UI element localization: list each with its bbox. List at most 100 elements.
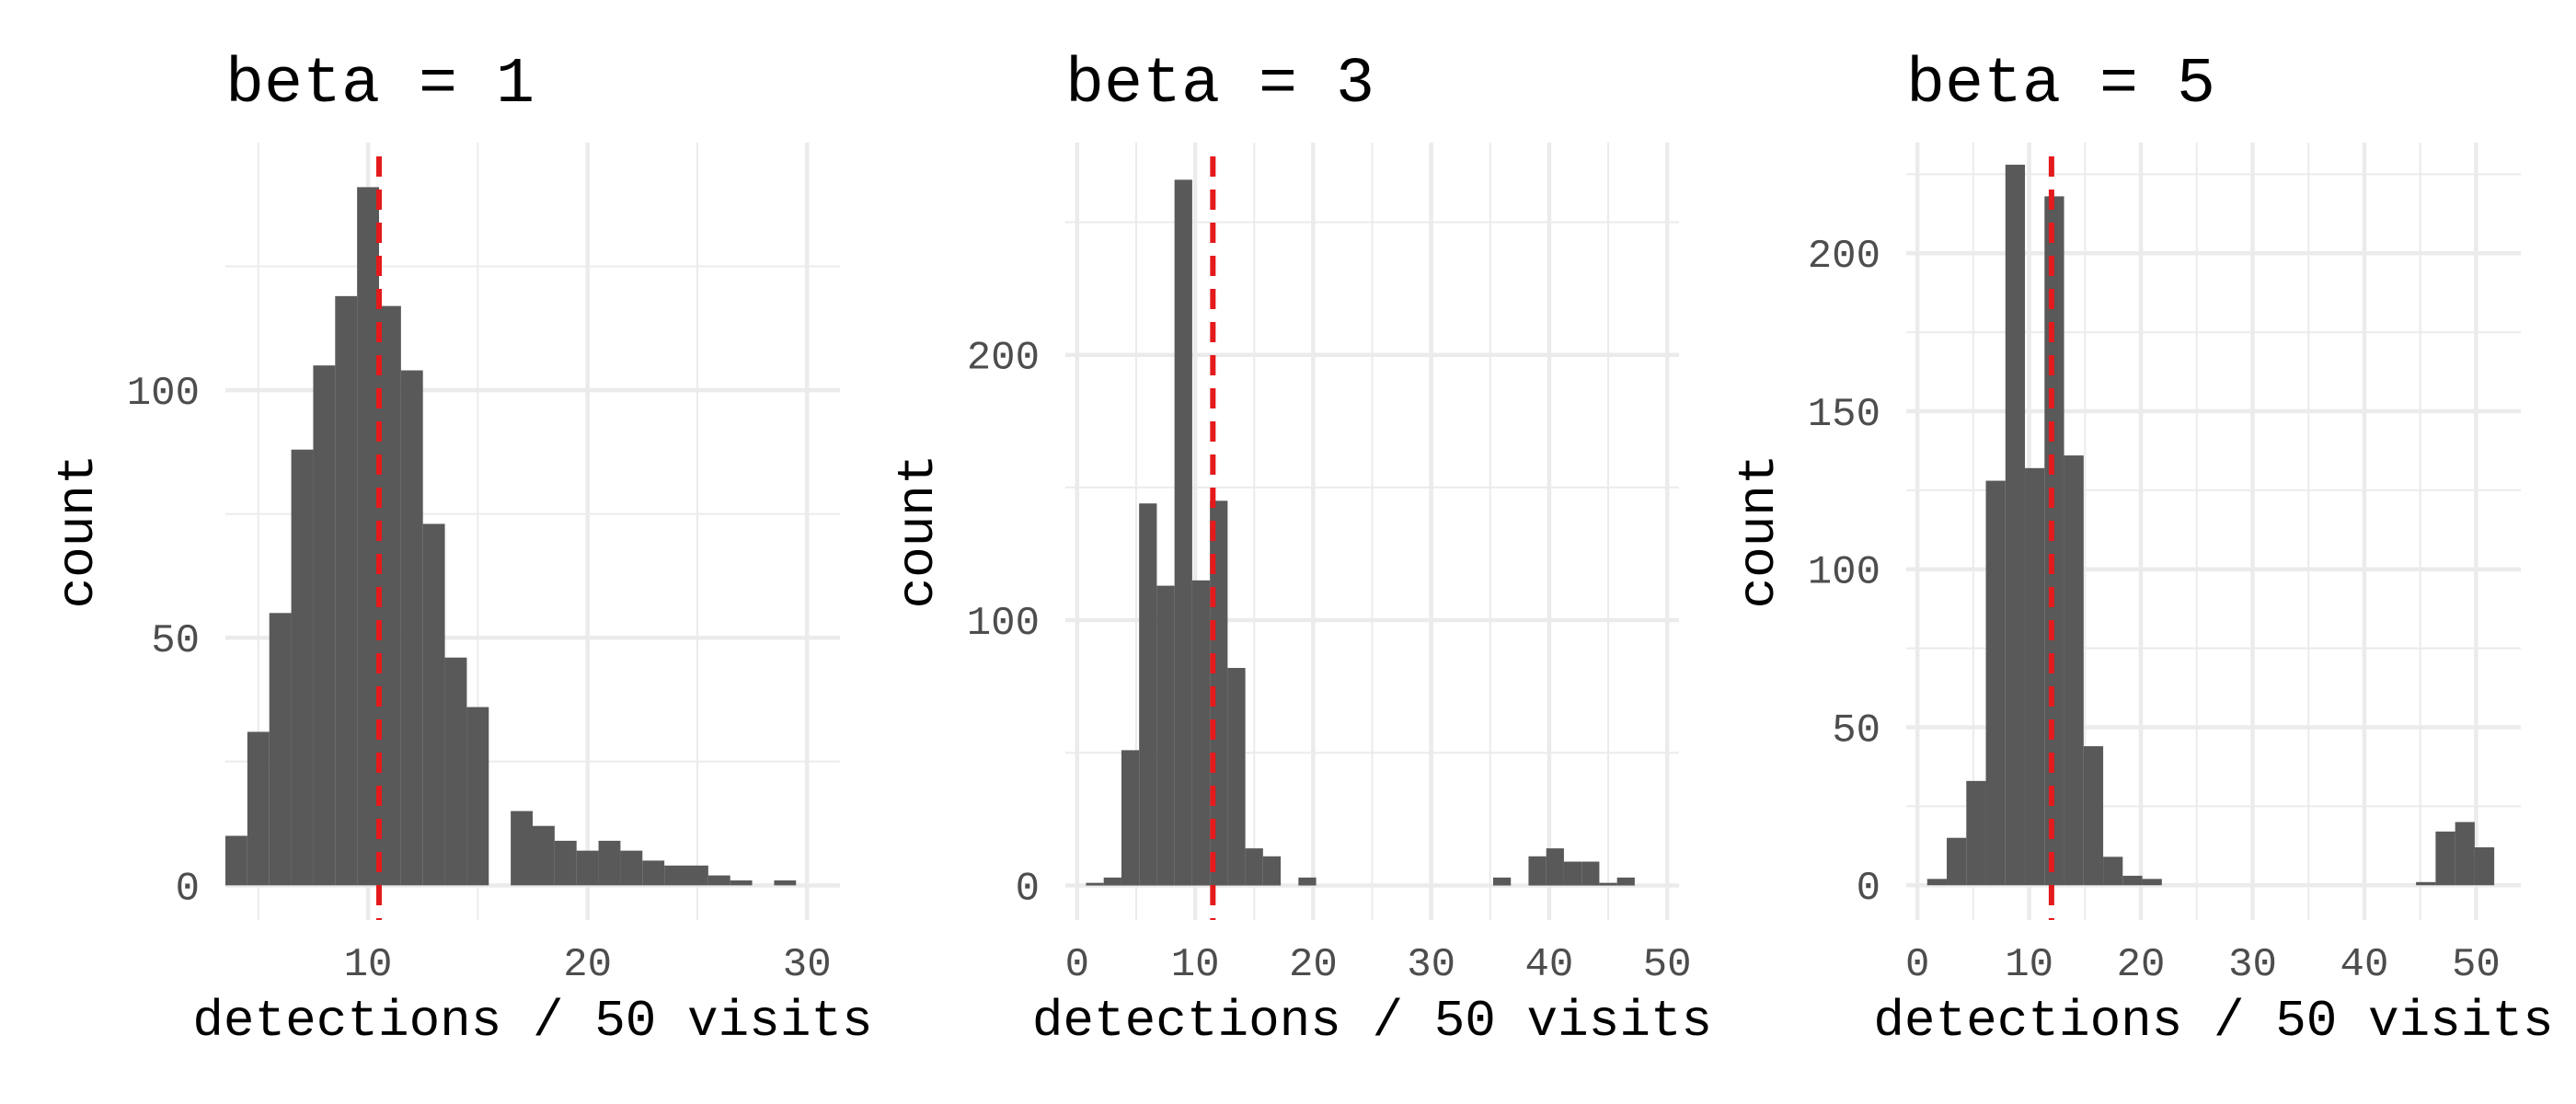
histogram-bar	[1599, 882, 1617, 886]
histogram-bar	[511, 811, 533, 886]
histogram-bar	[291, 449, 314, 886]
histogram-bar	[707, 875, 730, 886]
histogram-bar	[1191, 580, 1211, 886]
y-tick-label: 0	[176, 866, 200, 912]
x-tick-label: 40	[1524, 942, 1573, 988]
histogram-bar	[2435, 831, 2455, 886]
histogram-bar	[1245, 848, 1263, 886]
y-tick-label: 0	[1016, 867, 1040, 913]
panel-beta-3: beta = 3 count detections / 50 visits 0 1…	[889, 49, 1712, 1051]
histogram-bar	[576, 850, 599, 886]
histogram-bar	[686, 865, 708, 886]
histogram-bar	[1492, 877, 1512, 886]
y-tick-label: 50	[1832, 707, 1880, 753]
panel-title: beta = 5	[1906, 49, 2215, 121]
histogram-bar	[1926, 879, 1948, 886]
x-tick-label: 20	[563, 942, 612, 988]
histogram-bar	[1616, 877, 1635, 886]
histogram-bar	[1174, 179, 1192, 886]
x-tick-label: 50	[2452, 942, 2501, 988]
histogram-bar	[1966, 780, 1986, 886]
histogram-bar	[2083, 746, 2104, 886]
histogram-bar	[379, 305, 401, 886]
histogram-bar	[335, 295, 358, 886]
histogram-bar	[269, 613, 292, 886]
y-tick-label: 100	[967, 601, 1040, 647]
y-tick-label: 100	[127, 371, 200, 417]
y-axis-title: count	[889, 454, 948, 608]
plot-area: 0 10 20 30 40 50 0 50 100 150 200	[1808, 143, 2521, 988]
x-tick-label: 40	[2340, 942, 2389, 988]
histogram-bar	[1528, 856, 1547, 886]
histogram-bar	[225, 835, 247, 886]
histogram-bar	[247, 731, 270, 886]
histogram-bar	[400, 370, 423, 886]
y-tick-label: 200	[1808, 234, 1880, 280]
x-tick-label: 0	[1065, 942, 1089, 988]
x-tick-label: 30	[2228, 942, 2277, 988]
panel-beta-1: beta = 1 count detections / 50 visits 10…	[49, 49, 873, 1051]
x-tick-label: 10	[344, 942, 393, 988]
y-axis-title: count	[1730, 454, 1788, 608]
y-tick-label: 150	[1808, 392, 1880, 438]
x-axis-title: detections / 50 visits	[1873, 992, 2553, 1051]
histogram-bar	[444, 657, 467, 886]
histogram-bar	[554, 840, 577, 886]
histogram-bar	[2064, 455, 2084, 886]
y-tick-label: 200	[967, 336, 1040, 382]
histogram-bar	[598, 840, 621, 886]
histogram-bar	[357, 187, 379, 886]
x-tick-label: 20	[1289, 942, 1338, 988]
histogram-bar	[2005, 165, 2026, 886]
x-axis-title: detections / 50 visits	[1032, 992, 1712, 1051]
plot-area: 10 20 30 0 50 100	[127, 143, 840, 988]
histogram-bar	[466, 707, 489, 886]
histogram-bar	[1121, 750, 1140, 886]
histogram-bar	[774, 880, 797, 886]
x-tick-label: 30	[1407, 942, 1455, 988]
panel-beta-5: beta = 5 count detections / 50 visits 0 1…	[1730, 49, 2554, 1051]
histogram-bar	[533, 825, 555, 886]
histogram-bar	[422, 523, 445, 886]
histogram-bar	[2044, 196, 2064, 886]
histogram-bar	[2416, 881, 2436, 886]
y-tick-label: 50	[151, 618, 200, 664]
histogram-bar	[730, 880, 753, 886]
histogram-bar	[2103, 857, 2123, 886]
histogram-bar	[1298, 877, 1317, 886]
histogram-bar	[642, 860, 665, 886]
x-tick-label: 0	[1905, 942, 1929, 988]
panel-title: beta = 1	[225, 49, 535, 121]
histogram-bar	[1262, 856, 1282, 886]
histogram-bar	[2122, 875, 2143, 886]
plot-area: 0 10 20 30 40 50 0 100 200	[967, 143, 1692, 988]
histogram-bar	[313, 365, 336, 886]
x-tick-label: 10	[1171, 942, 1220, 988]
histogram-bar	[2025, 467, 2045, 886]
y-tick-label: 100	[1808, 550, 1880, 596]
y-tick-label: 0	[1857, 866, 1880, 912]
histogram-bar	[1581, 861, 1600, 886]
histogram-bar	[2474, 846, 2495, 886]
x-tick-label: 30	[783, 942, 832, 988]
histogram-bar	[664, 865, 686, 886]
histogram-bar	[1103, 877, 1121, 886]
x-tick-label: 10	[2005, 942, 2053, 988]
histogram-bar	[1985, 480, 2006, 886]
y-axis-title: count	[49, 454, 108, 608]
histogram-bar	[1086, 882, 1104, 886]
x-tick-label: 20	[2117, 942, 2166, 988]
histogram-bar	[1947, 837, 1967, 886]
histogram-bar	[2142, 879, 2162, 886]
histogram-bar	[2455, 822, 2475, 886]
histogram-bar	[1227, 668, 1246, 886]
x-tick-label: 50	[1643, 942, 1692, 988]
histogram-bar	[1156, 585, 1175, 886]
panel-title: beta = 3	[1065, 49, 1374, 121]
x-axis-title: detections / 50 visits	[192, 992, 872, 1051]
histogram-bar	[1139, 503, 1157, 886]
histogram-bar	[1546, 848, 1564, 886]
histogram-bar	[1563, 861, 1582, 886]
histogram-bar	[620, 850, 643, 886]
